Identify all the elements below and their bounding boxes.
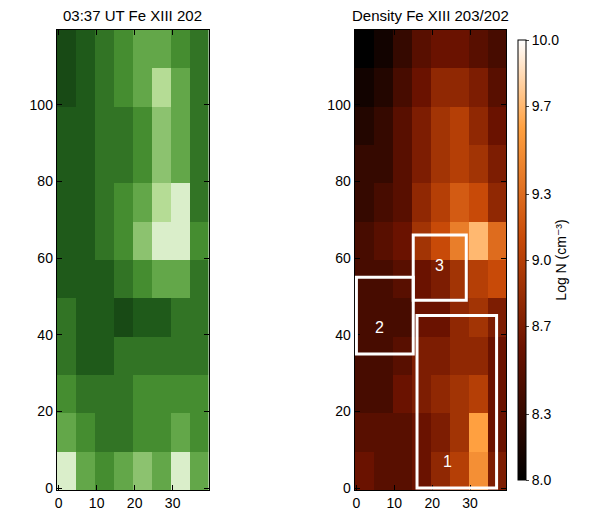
svg-text:20: 20 xyxy=(127,495,143,511)
svg-text:0: 0 xyxy=(45,480,53,496)
svg-text:9.3: 9.3 xyxy=(532,186,552,202)
svg-text:10: 10 xyxy=(89,495,105,511)
svg-text:80: 80 xyxy=(37,173,53,189)
svg-text:60: 60 xyxy=(335,250,351,266)
svg-text:40: 40 xyxy=(37,327,53,343)
svg-text:1: 1 xyxy=(443,453,452,470)
svg-text:8.0: 8.0 xyxy=(532,472,552,488)
svg-text:03:37 UT Fe XIII 202: 03:37 UT Fe XIII 202 xyxy=(63,7,202,24)
svg-text:80: 80 xyxy=(335,173,351,189)
svg-text:30: 30 xyxy=(165,495,181,511)
svg-text:0: 0 xyxy=(55,495,63,511)
svg-text:100: 100 xyxy=(30,97,54,113)
svg-text:2: 2 xyxy=(375,319,384,336)
svg-text:10.0: 10.0 xyxy=(532,32,559,48)
svg-text:20: 20 xyxy=(37,403,53,419)
svg-text:Log N (cm⁻³): Log N (cm⁻³) xyxy=(553,219,569,300)
svg-text:0: 0 xyxy=(353,495,361,511)
svg-text:10: 10 xyxy=(387,495,403,511)
svg-text:20: 20 xyxy=(335,403,351,419)
svg-text:20: 20 xyxy=(424,495,440,511)
svg-text:Density Fe XIII 203/202: Density Fe XIII 203/202 xyxy=(352,7,509,24)
svg-text:30: 30 xyxy=(462,495,478,511)
svg-text:9.7: 9.7 xyxy=(532,98,552,114)
svg-text:60: 60 xyxy=(37,250,53,266)
svg-text:100: 100 xyxy=(327,97,351,113)
svg-text:8.7: 8.7 xyxy=(532,318,552,334)
svg-text:8.3: 8.3 xyxy=(532,406,552,422)
svg-text:0: 0 xyxy=(343,480,351,496)
svg-text:3: 3 xyxy=(435,257,444,274)
svg-text:40: 40 xyxy=(335,327,351,343)
svg-text:9.0: 9.0 xyxy=(532,252,552,268)
